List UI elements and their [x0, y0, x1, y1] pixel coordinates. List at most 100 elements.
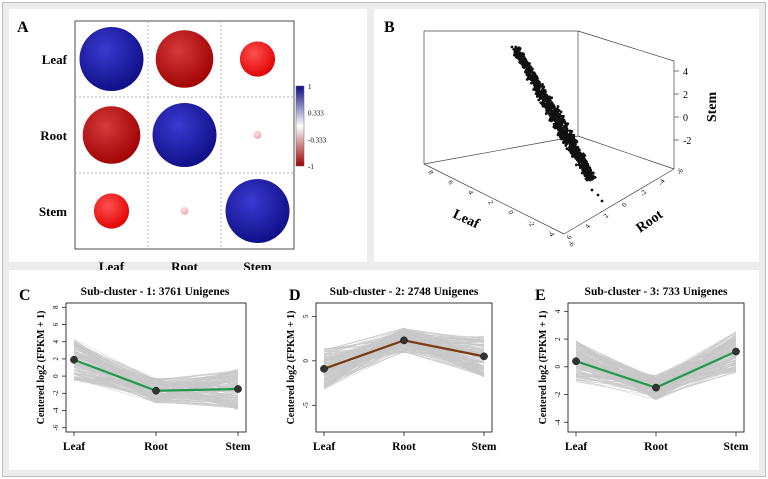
x-tick-label: Stem	[226, 441, 251, 453]
scatter-point	[586, 175, 589, 179]
profile-line	[575, 334, 737, 397]
scatter-point	[554, 110, 558, 114]
profile-line	[323, 351, 485, 384]
scatter-point	[521, 54, 525, 58]
scatter-point	[559, 114, 563, 118]
y-tick-label: 0	[52, 374, 60, 378]
x-tick-label: Leaf	[313, 441, 336, 453]
scatter-point	[588, 172, 592, 176]
colorbar-tick-label: 0.333	[308, 110, 324, 118]
root-tick-label: 2	[602, 212, 611, 220]
mean-point	[480, 352, 488, 361]
panel-a: A Leaf Root Stem Leaf Root Stem 1 0.333 -0.333-…	[9, 9, 367, 274]
profile-line	[73, 349, 239, 397]
profile-line	[73, 368, 239, 404]
scatter-point	[526, 63, 530, 67]
mean-point	[400, 336, 408, 345]
scatter-point	[583, 157, 586, 161]
scatter-point	[565, 142, 569, 145]
scatter-point	[583, 172, 587, 175]
colorbar-tick-label: 1	[308, 83, 312, 91]
scatter-point	[572, 137, 576, 141]
scatter-point	[546, 95, 549, 99]
profile-line	[575, 360, 737, 383]
profile-line	[323, 347, 485, 373]
scatter-point	[565, 131, 569, 135]
y-tick-label: 0	[554, 365, 562, 369]
root-tick-label: -6	[675, 166, 685, 176]
scatter-point	[525, 72, 529, 76]
scatter-point	[517, 56, 521, 60]
leaf-tick-label: 6	[446, 179, 455, 186]
mean-point	[572, 357, 580, 366]
y-axis-label: Centered log2 (FPKM + 1)	[538, 311, 549, 425]
scatter-point	[573, 144, 577, 148]
mean-point	[732, 347, 740, 356]
profile-line	[575, 341, 737, 400]
scatter-point	[571, 143, 575, 146]
scatter-point	[547, 112, 551, 115]
correlation-circle	[93, 193, 130, 229]
scatter-point	[585, 178, 589, 182]
y-tick-label: 8	[52, 305, 60, 309]
scatter-point	[557, 127, 561, 131]
floor-edge	[423, 135, 579, 165]
scatter-point	[518, 46, 521, 50]
scatter-point	[551, 116, 555, 120]
scatter-point	[530, 70, 534, 74]
y-tick-label: 4	[554, 309, 562, 313]
scatter-point	[559, 110, 563, 114]
scatter-point	[593, 175, 597, 179]
z-axis-label: Stem	[705, 92, 720, 123]
scatter-point	[545, 103, 548, 107]
chart-title: Sub-cluster - 3: 733 Unigenes	[585, 286, 728, 298]
panel-label-b: B	[384, 19, 395, 36]
leaf-tick-label: -2	[526, 219, 536, 228]
scatter-point	[578, 152, 582, 156]
scatter-point	[540, 89, 544, 92]
scatter-point	[576, 158, 580, 162]
correlation-circle	[180, 207, 189, 215]
profile-line	[73, 345, 239, 410]
scatter-point	[553, 124, 557, 128]
scatter-point	[540, 91, 544, 95]
scatter-point	[586, 163, 590, 167]
scatter-point	[569, 136, 573, 140]
profile-line	[323, 333, 485, 389]
y-tick-label: 5	[302, 314, 310, 318]
colorbar	[295, 85, 305, 167]
panel-label-a: A	[17, 19, 29, 36]
scatter-point	[549, 117, 552, 121]
y-tick-label: 0	[302, 359, 310, 363]
scatter-point	[535, 88, 538, 91]
panel-label-d: D	[289, 287, 301, 304]
row-label: Root	[40, 128, 67, 143]
correlation-circle	[152, 103, 217, 167]
root-axis-label: Root	[634, 207, 666, 236]
profile-line	[73, 344, 239, 400]
scatter-point	[560, 126, 564, 130]
correlation-circle	[253, 131, 262, 139]
scatter-point	[532, 76, 535, 79]
x-tick-label: Leaf	[565, 441, 588, 453]
profile-line	[323, 345, 485, 390]
profile-line	[73, 373, 239, 402]
scatter-point	[591, 172, 595, 175]
y-tick-label: 4	[52, 339, 60, 343]
scatter-point	[583, 160, 586, 163]
root-tick-label: 6	[565, 233, 574, 241]
scatter-point	[565, 147, 569, 151]
scatter-point	[561, 121, 565, 124]
leaf-tick-label: 2	[486, 199, 495, 206]
floor-edge	[563, 168, 675, 235]
scatter-point	[530, 81, 533, 85]
z-tick-label: -2	[683, 136, 691, 147]
profile-line	[73, 339, 239, 408]
y-axis-label: Centered log2 (FPKM + 1)	[36, 311, 47, 425]
scatter-point	[585, 166, 589, 169]
profile-line	[323, 329, 485, 372]
x-tick-label: Leaf	[63, 441, 86, 453]
scatter-point	[560, 135, 564, 138]
leaf-tick-label: 0	[506, 209, 515, 216]
scatter-point	[540, 94, 544, 98]
